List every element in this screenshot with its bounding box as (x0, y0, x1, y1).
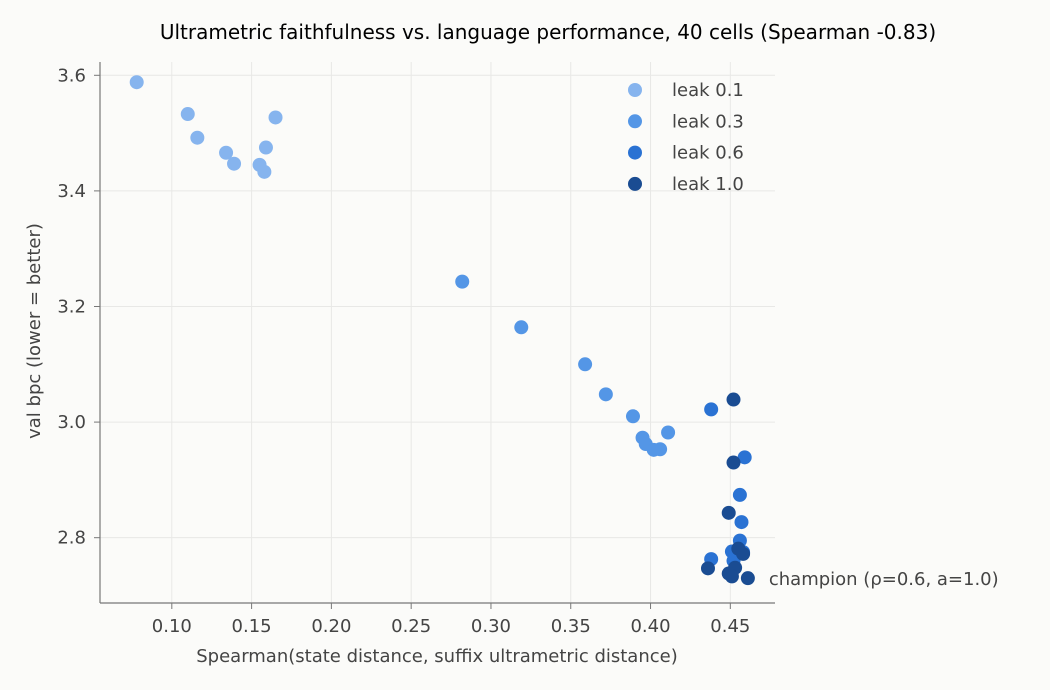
legend-marker (628, 176, 642, 191)
x-axis-label: Spearman(state distance, suffix ultramet… (196, 646, 678, 667)
x-tick-label: 0.45 (710, 616, 750, 637)
data-point (700, 561, 715, 576)
data-point (598, 387, 613, 402)
data-point (129, 75, 144, 90)
legend: leak 0.1 leak 0.3 leak 0.6 leak 1.0 (628, 80, 744, 195)
data-point (653, 442, 668, 457)
data-point (625, 409, 640, 424)
data-point (724, 569, 739, 584)
x-axis-ticks: 0.10 0.15 0.20 0.25 0.30 0.35 0.40 0.45 (152, 603, 750, 637)
data-point (726, 455, 741, 470)
x-tick-label: 0.40 (630, 616, 670, 637)
y-tick-label: 3.4 (57, 181, 86, 202)
data-point (455, 274, 470, 289)
data-point (227, 156, 242, 171)
legend-marker (628, 145, 642, 160)
y-tick-label: 3.2 (57, 296, 86, 317)
data-point (258, 140, 273, 155)
legend-label: leak 1.0 (672, 174, 744, 195)
axes (99, 62, 775, 604)
data-point (257, 164, 272, 179)
data-points (129, 75, 755, 586)
legend-label: leak 0.1 (672, 80, 744, 101)
x-tick-label: 0.10 (152, 616, 192, 637)
data-point (661, 425, 676, 440)
x-tick-label: 0.20 (311, 616, 351, 637)
legend-label: leak 0.6 (672, 143, 744, 164)
y-tick-label: 3.0 (57, 412, 86, 433)
data-point (740, 571, 755, 586)
data-point (737, 450, 752, 465)
data-point (736, 546, 751, 561)
data-point (219, 145, 234, 160)
data-point (726, 392, 741, 407)
y-axis-label: val bpc (lower = better) (24, 223, 45, 439)
data-point (732, 487, 747, 502)
data-point (268, 110, 283, 125)
data-point (578, 357, 593, 372)
x-tick-label: 0.25 (391, 616, 431, 637)
data-point (704, 402, 719, 417)
chart-title: Ultrametric faithfulness vs. language pe… (160, 20, 936, 44)
legend-marker (628, 83, 642, 97)
legend-label: leak 0.3 (672, 111, 744, 132)
y-tick-label: 3.6 (57, 65, 86, 86)
data-point (721, 505, 736, 520)
y-tick-label: 2.8 (57, 528, 86, 549)
x-tick-label: 0.35 (551, 616, 591, 637)
data-point (734, 515, 749, 530)
legend-marker (628, 114, 642, 129)
annotation-label: champion (ρ=0.6, a=1.0) (769, 569, 999, 590)
data-point (514, 320, 529, 335)
x-tick-label: 0.30 (471, 616, 511, 637)
data-point (190, 130, 205, 145)
x-tick-label: 0.15 (232, 616, 272, 637)
data-point (180, 107, 195, 122)
y-axis-ticks: 2.8 3.0 3.2 3.4 3.6 (57, 65, 100, 549)
grid-lines (100, 62, 775, 603)
